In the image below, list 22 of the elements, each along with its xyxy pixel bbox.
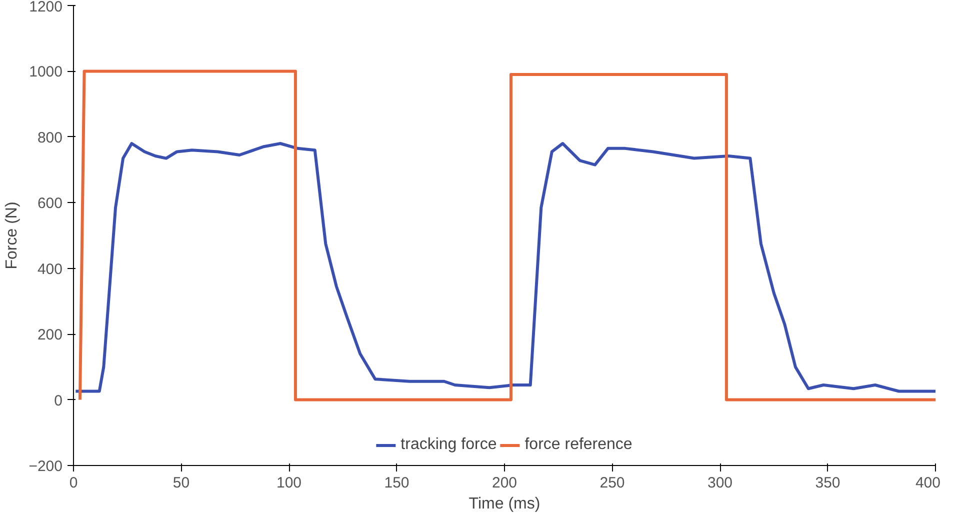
x-tick-label: 200	[492, 474, 518, 492]
x-tick-label: 250	[600, 474, 625, 492]
y-tick-label: 600	[37, 195, 63, 212]
x-axis-title: Time (ms)	[468, 496, 540, 512]
y-tick-label: 1000	[29, 64, 63, 81]
x-tick-label: 50	[172, 474, 190, 492]
y-tick-label: −200	[28, 458, 63, 475]
y-tick-label: 400	[37, 260, 63, 278]
y-tick-label: 200	[37, 326, 63, 344]
x-tick-label: 100	[276, 474, 302, 492]
y-axis-title: Force (N)	[4, 202, 21, 270]
y-tick-label: 1200	[29, 0, 63, 16]
y-tick-label: 0	[54, 392, 62, 410]
y-tick-label: 800	[37, 129, 63, 146]
x-tick-label: 400	[915, 474, 941, 492]
line-series	[74, 142, 936, 393]
x-tick-label: 150	[384, 474, 410, 492]
x-tick-label: 300	[707, 474, 733, 492]
x-tick-label: 350	[815, 474, 840, 492]
legend-label: force reference	[524, 436, 632, 454]
x-tick-label: 0	[69, 474, 78, 492]
legend-label: tracking force	[400, 436, 497, 454]
